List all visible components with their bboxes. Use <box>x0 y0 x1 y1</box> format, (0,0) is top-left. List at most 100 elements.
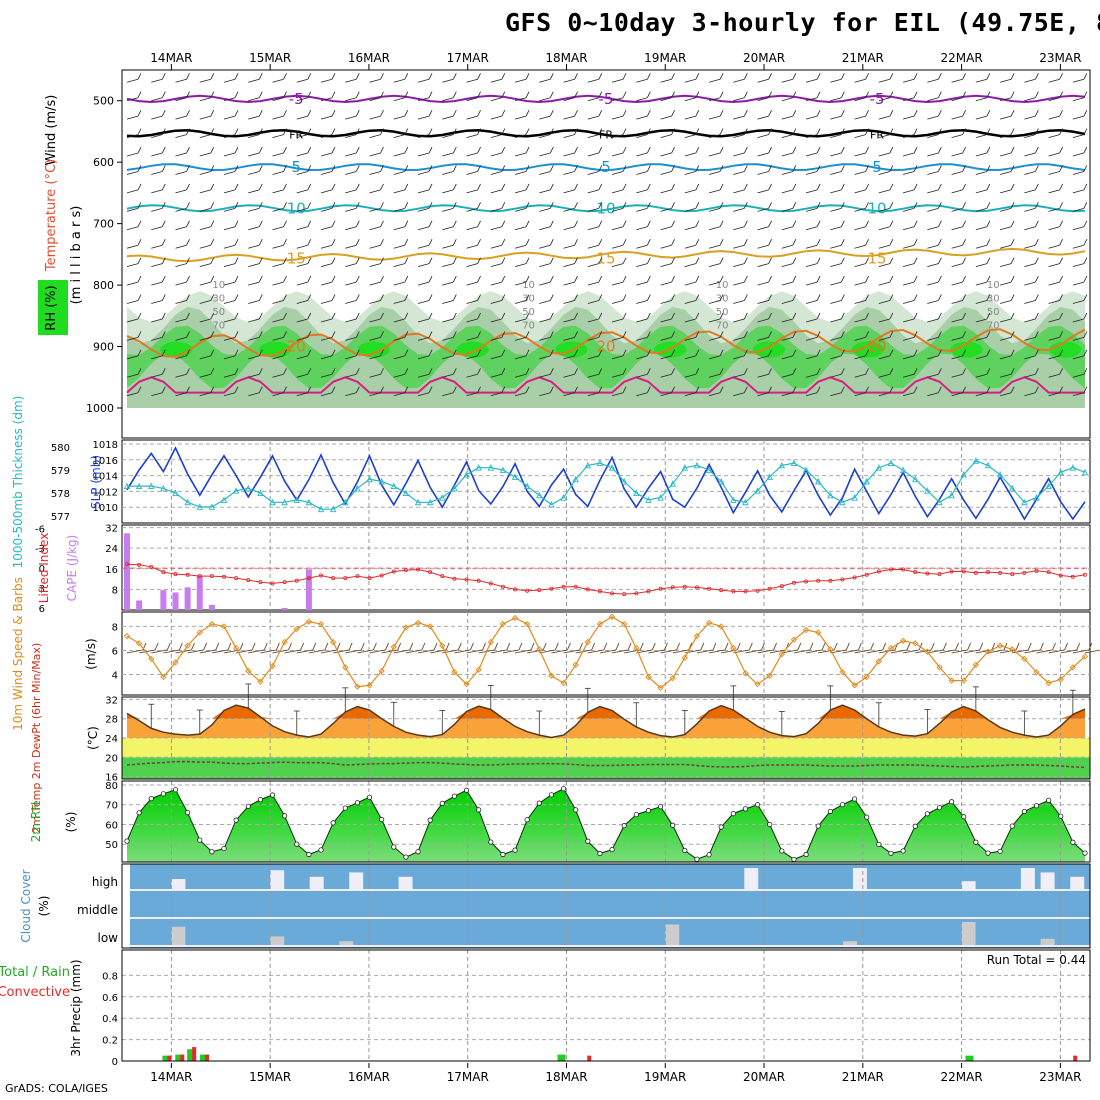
wind-barb <box>283 73 287 80</box>
wind-barb <box>331 368 336 375</box>
wind-barb <box>417 171 430 175</box>
wind-barb <box>660 244 672 249</box>
wind-barb <box>369 97 381 102</box>
wind-barb <box>258 275 263 283</box>
wind-barb <box>501 220 506 227</box>
wind-barb <box>684 134 696 138</box>
precip-total-bar <box>965 1055 974 1061</box>
wind-barb <box>1048 649 1065 654</box>
wind-barb <box>514 373 527 378</box>
wind-barb <box>477 331 481 338</box>
wind-barb <box>490 355 502 360</box>
wind-barb <box>1048 152 1060 157</box>
isotherm-label: 10 <box>867 199 886 217</box>
wind-barb <box>187 649 204 654</box>
rh-point <box>718 824 724 830</box>
wind-barb <box>490 171 502 175</box>
wind-barb <box>542 642 547 651</box>
li-point <box>367 576 372 581</box>
thickness-point <box>814 477 822 485</box>
wind-barb <box>854 263 866 268</box>
precip-convective-bar <box>167 1055 172 1061</box>
wind-barb <box>355 239 360 246</box>
wind-barb <box>598 183 603 191</box>
wind-barb <box>272 281 284 286</box>
wind-barb <box>380 165 384 172</box>
wind-barb <box>549 183 554 191</box>
wind-barb <box>525 109 530 117</box>
cloud-low-bar <box>339 941 354 946</box>
wind-barb <box>1048 189 1060 194</box>
wind-barb <box>175 134 187 138</box>
wind-barb <box>258 202 263 209</box>
wind-barb <box>151 78 163 83</box>
wind-barb <box>889 239 894 246</box>
thickness-line <box>127 460 1086 510</box>
wind-barb <box>137 368 142 375</box>
wind-barb <box>380 331 384 338</box>
wind-barb <box>986 146 991 154</box>
wind-barb <box>622 331 627 338</box>
wind-barb <box>854 171 866 175</box>
rh-point <box>185 810 191 816</box>
wind-barb <box>574 202 578 209</box>
wind-barb <box>308 649 325 654</box>
wind-barb <box>137 128 142 135</box>
cape-bar <box>172 592 179 610</box>
wind-barb <box>840 202 845 209</box>
wind-barb <box>442 392 454 397</box>
wind-speed-point <box>875 658 882 665</box>
wind-barb <box>840 294 845 301</box>
wind-barb <box>1083 386 1088 393</box>
cape-bar <box>196 575 203 610</box>
wind-barb <box>1015 642 1020 651</box>
wind-barb <box>1024 355 1036 360</box>
wind-barb <box>549 368 554 375</box>
wind-barb <box>369 207 381 212</box>
wind-barb <box>646 128 651 135</box>
thickness-point <box>1069 464 1077 471</box>
wind-speed-point <box>778 650 785 658</box>
rh-point <box>379 816 385 823</box>
thickness-point <box>899 466 907 473</box>
cape-bar <box>184 587 191 610</box>
wind-barb <box>175 115 187 120</box>
wind-barb <box>417 318 430 323</box>
wind-barb <box>175 281 187 286</box>
wind-barb <box>490 207 502 212</box>
wind-barb <box>574 220 578 227</box>
wind-barb <box>809 642 814 651</box>
wind-barb <box>890 649 908 654</box>
cloud-level-label: middle <box>77 903 118 917</box>
wind-barb <box>792 386 797 393</box>
wind-speed-point <box>135 640 143 647</box>
wind-barb <box>975 152 987 157</box>
wind-speed-point <box>245 667 252 675</box>
wind-barb <box>587 392 599 397</box>
rh-point <box>536 800 542 806</box>
isotherm-label: -5 <box>289 90 304 108</box>
wind-barb <box>490 244 502 249</box>
wind-barb <box>428 368 433 375</box>
wind-barb <box>210 202 215 209</box>
wind-barb <box>428 349 433 357</box>
wind-barb <box>1052 642 1056 651</box>
wind-speed-point <box>705 619 713 626</box>
wind-barb <box>575 649 592 654</box>
wind-barb <box>937 202 942 209</box>
wind-barb <box>331 91 336 98</box>
wind-barb <box>539 97 551 102</box>
wind-barb <box>587 649 604 654</box>
wind-barb <box>137 294 142 301</box>
thickness-point <box>669 480 676 487</box>
wind-barb <box>757 281 769 286</box>
wind-barb <box>554 642 559 651</box>
wind-barb <box>664 642 668 651</box>
wind-barb <box>913 312 918 320</box>
wind-barb <box>563 355 575 360</box>
wind-barb <box>695 275 700 283</box>
wind-barb <box>708 337 721 341</box>
li-tick-label: -3 <box>35 544 45 555</box>
thickness-point <box>536 491 543 499</box>
